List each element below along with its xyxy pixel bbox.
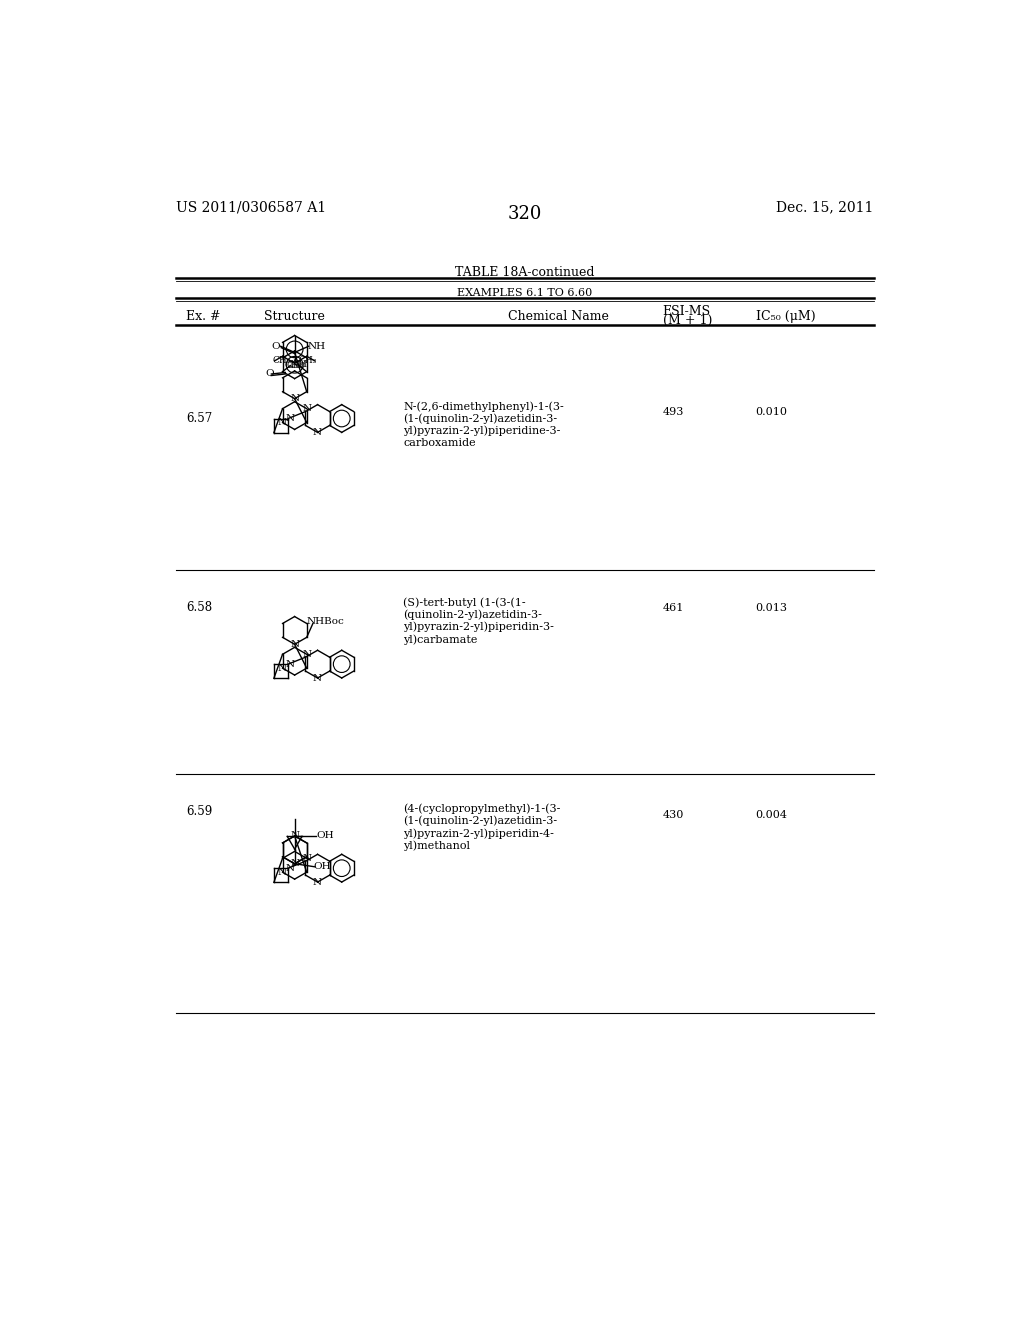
Text: 0.010: 0.010 (756, 407, 787, 417)
Text: NH: NH (290, 360, 307, 370)
Text: (S)-tert-butyl (1-(3-(1-
(quinolin-2-yl)azetidin-3-
yl)pyrazin-2-yl)piperidin-3-: (S)-tert-butyl (1-(3-(1- (quinolin-2-yl)… (403, 598, 554, 644)
Text: 0.013: 0.013 (756, 603, 787, 614)
Text: OH: OH (313, 862, 332, 871)
Text: 0.004: 0.004 (756, 810, 787, 820)
Text: 493: 493 (663, 407, 684, 417)
Text: 320: 320 (508, 205, 542, 223)
Text: Dec. 15, 2011: Dec. 15, 2011 (776, 201, 873, 215)
Text: N: N (278, 867, 287, 876)
Text: CH₃: CH₃ (285, 362, 303, 370)
Text: N: N (290, 640, 299, 648)
Text: N: N (278, 418, 287, 426)
Text: EXAMPLES 6.1 TO 6.60: EXAMPLES 6.1 TO 6.60 (457, 288, 593, 298)
Text: 461: 461 (663, 603, 684, 614)
Text: TABLE 18A-continued: TABLE 18A-continued (455, 267, 595, 280)
Text: 6.59: 6.59 (186, 805, 212, 818)
Text: CH₃: CH₃ (272, 356, 291, 366)
Text: CH₃: CH₃ (299, 356, 317, 366)
Text: N: N (285, 414, 294, 422)
Text: IC₅₀ (μM): IC₅₀ (μM) (756, 310, 815, 323)
Text: N: N (313, 428, 323, 437)
Text: O: O (265, 370, 274, 379)
Text: N: N (290, 832, 299, 841)
Text: N: N (290, 395, 299, 403)
Text: N: N (290, 859, 299, 869)
Text: (4-(cyclopropylmethyl)-1-(3-
(1-(quinolin-2-yl)azetidin-3-
yl)pyrazin-2-yl)piper: (4-(cyclopropylmethyl)-1-(3- (1-(quinoli… (403, 804, 560, 851)
Text: ESI-MS: ESI-MS (663, 305, 711, 318)
Text: N: N (278, 664, 287, 673)
Text: N: N (285, 660, 294, 669)
Text: CH₃: CH₃ (287, 362, 305, 370)
Text: N: N (302, 649, 311, 659)
Text: N: N (313, 673, 323, 682)
Text: 430: 430 (663, 810, 684, 820)
Text: Ex. #: Ex. # (186, 310, 220, 323)
Text: Chemical Name: Chemical Name (508, 310, 608, 323)
Text: N: N (313, 878, 323, 887)
Text: NHBoc: NHBoc (306, 618, 344, 627)
Text: N-(2,6-dimethylphenyl)-1-(3-
(1-(quinolin-2-yl)azetidin-3-
yl)pyrazin-2-yl)piper: N-(2,6-dimethylphenyl)-1-(3- (1-(quinoli… (403, 401, 564, 447)
Text: NH: NH (307, 342, 326, 351)
Text: 6.57: 6.57 (186, 412, 212, 425)
Text: 6.58: 6.58 (186, 601, 212, 614)
Text: US 2011/0306587 A1: US 2011/0306587 A1 (176, 201, 327, 215)
Text: O: O (271, 342, 281, 351)
Text: N: N (285, 863, 294, 873)
Text: (M + 1): (M + 1) (663, 314, 712, 327)
Text: OH: OH (316, 832, 335, 841)
Text: N: N (302, 404, 311, 413)
Text: Structure: Structure (263, 310, 325, 323)
Text: N: N (302, 854, 311, 863)
